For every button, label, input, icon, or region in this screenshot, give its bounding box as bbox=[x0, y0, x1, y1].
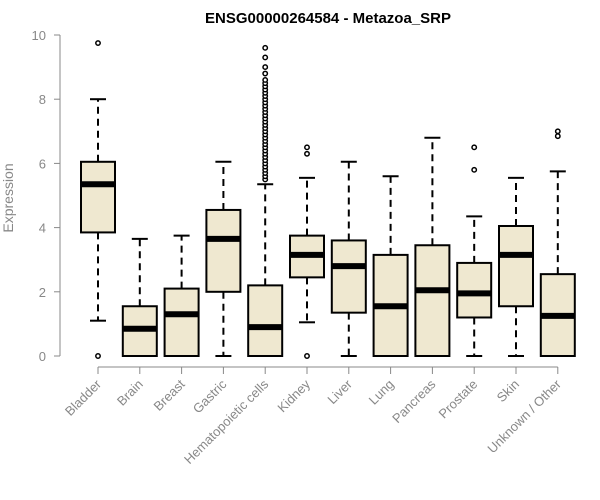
outlier-point bbox=[554, 133, 561, 140]
box-liver bbox=[330, 160, 367, 357]
x-tick-label: Unknown / Other bbox=[484, 376, 564, 456]
outlier-point bbox=[262, 54, 269, 61]
box-hematopoietic-cells bbox=[247, 44, 284, 358]
y-tick-label: 8 bbox=[39, 92, 46, 107]
y-tick-label: 4 bbox=[39, 221, 46, 236]
y-axis: 0 2 4 6 8 10 bbox=[32, 28, 61, 364]
x-tick-label: Bladder bbox=[62, 376, 105, 419]
box-prostate bbox=[456, 144, 493, 357]
iqr-box bbox=[414, 244, 451, 358]
chart-title: ENSG00000264584 - Metazoa_SRP bbox=[205, 10, 451, 27]
iqr-box bbox=[163, 287, 200, 357]
outlier-point bbox=[262, 70, 269, 77]
box-breast bbox=[163, 234, 200, 357]
iqr-box bbox=[456, 261, 493, 319]
boxes-group bbox=[80, 40, 576, 359]
iqr-box bbox=[498, 224, 534, 308]
box-pancreas bbox=[414, 136, 451, 358]
outlier-point bbox=[471, 144, 478, 151]
x-tick-label: Prostate bbox=[435, 377, 480, 422]
box-gastric bbox=[205, 160, 242, 357]
y-tick-label: 2 bbox=[39, 285, 46, 300]
outlier-point bbox=[304, 144, 310, 151]
outlier-point bbox=[95, 40, 101, 46]
outlier-point bbox=[262, 64, 269, 71]
outlier-point bbox=[554, 128, 561, 135]
outlier-point bbox=[262, 76, 269, 83]
y-tick-label: 6 bbox=[39, 156, 46, 171]
box-bladder bbox=[80, 40, 116, 359]
box-kidney bbox=[289, 144, 325, 359]
iqr-box bbox=[247, 284, 284, 358]
outlier-point bbox=[304, 150, 310, 157]
y-tick-label: 10 bbox=[32, 28, 46, 43]
x-tick-label: Lung bbox=[366, 377, 397, 408]
outlier-point bbox=[471, 166, 478, 173]
x-tick-label: Pancreas bbox=[389, 376, 439, 426]
box-lung bbox=[372, 175, 409, 357]
iqr-box bbox=[330, 239, 367, 314]
box-brain bbox=[121, 237, 158, 357]
outlier-point bbox=[95, 353, 101, 359]
y-tick-label: 0 bbox=[39, 349, 46, 364]
x-tick-label: Breast bbox=[151, 376, 188, 413]
x-tick-label: Liver bbox=[324, 376, 355, 407]
y-axis-label: Expression bbox=[0, 163, 16, 232]
x-tick-label: Brain bbox=[114, 377, 146, 409]
outlier-point bbox=[262, 44, 269, 51]
box-unknown-other bbox=[539, 128, 576, 357]
box-skin bbox=[498, 176, 534, 357]
iqr-box bbox=[80, 160, 116, 234]
x-tick-label: Kidney bbox=[274, 376, 313, 415]
x-tick-label: Gastric bbox=[190, 376, 230, 416]
outlier-point bbox=[304, 353, 310, 359]
iqr-box bbox=[205, 208, 242, 293]
x-tick-label: Skin bbox=[494, 377, 522, 405]
